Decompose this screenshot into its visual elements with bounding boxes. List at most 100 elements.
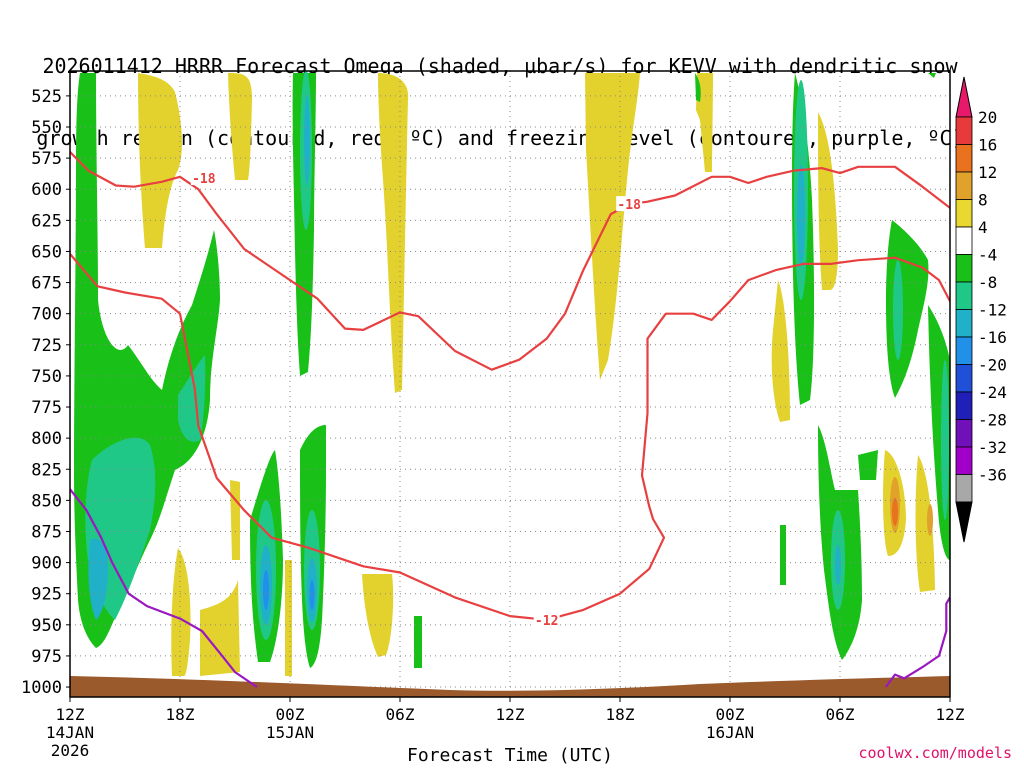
y-tick-label: 775 [31, 398, 62, 418]
omega-negative-area [928, 73, 936, 78]
x-tick-date-label: 16JAN [706, 723, 754, 742]
y-tick-label: 975 [31, 647, 62, 667]
omega-negative-core [88, 538, 108, 620]
colorbar-swatch [955, 171, 973, 200]
x-tick-label: 06Z [826, 705, 855, 724]
omega-positive-area [585, 73, 640, 380]
chart-grid [70, 71, 950, 697]
y-tick-label: 850 [31, 491, 62, 511]
dgz-cold-edge-label: -18 [617, 198, 641, 213]
colorbar-swatch [955, 336, 973, 365]
omega-positive-area [228, 73, 252, 180]
x-tick-label: 12Z [496, 705, 525, 724]
colorbar-swatch [955, 474, 973, 503]
y-tick-label: 550 [31, 118, 62, 138]
y-tick-label: 875 [31, 522, 62, 542]
x-tick-label: 06Z [386, 705, 415, 724]
dgz-warm-edge-label-bg [533, 611, 560, 627]
colorbar-bottom-triangle [955, 501, 973, 543]
y-tick-label: 800 [31, 429, 62, 449]
colorbar-swatch [955, 226, 973, 255]
y-tick-label: 650 [31, 242, 62, 262]
terrain-band [70, 676, 950, 697]
colorbar-swatch [955, 391, 973, 420]
omega-negative-core [304, 95, 310, 185]
y-axis: 525 550 575 600 625 650 675 700 725 750 775 800 825 8… [21, 87, 70, 698]
x-tick-label: 12Z [936, 705, 965, 724]
colorbar-top-triangle [955, 76, 973, 118]
x-axis-label: Forecast Time (UTC) [407, 745, 613, 766]
dgz-warm-edge-label: -12 [535, 614, 558, 629]
y-tick-label: 1000 [21, 678, 62, 698]
omega-negative-area [886, 220, 929, 398]
y-tick-label: 925 [31, 585, 62, 605]
colorbar-swatch [955, 199, 973, 228]
y-tick-label: 600 [31, 180, 62, 200]
colorbar-swatch [955, 364, 973, 393]
y-tick-label: 950 [31, 616, 62, 636]
y-tick-label: 825 [31, 460, 62, 480]
omega-positive-area [915, 455, 935, 592]
chart-title-line-1: 2026011412 HRRR Forecast Omega (shaded, … [42, 54, 958, 78]
colorbar-label: -4 [978, 246, 997, 265]
x-tick-date-label: 15JAN [266, 723, 314, 742]
dgz-warm-edge-line [70, 253, 950, 621]
omega-positive-area [285, 560, 292, 676]
colorbar-label: 16 [978, 136, 997, 155]
colorbar-label: 12 [978, 163, 997, 182]
colorbar-swatch [955, 446, 973, 475]
x-tick-label: 00Z [276, 705, 305, 724]
colorbar-label: 20 [978, 108, 997, 127]
omega-negative-area [414, 616, 422, 668]
colorbar-label: 4 [978, 218, 988, 237]
x-tick-year-label: 2026 [51, 741, 90, 760]
omega-positive-area [200, 580, 240, 676]
y-tick-label: 900 [31, 554, 62, 574]
dgz-cold-edge-label: -18 [192, 172, 216, 187]
omega-negative-area [858, 450, 878, 480]
x-tick-label: 00Z [716, 705, 745, 724]
colorbar-label: -12 [978, 301, 1007, 320]
y-tick-label: 625 [31, 211, 62, 231]
colorbar-swatch [955, 281, 973, 310]
colorbar-label: -20 [978, 356, 1007, 375]
omega-positive-area [771, 280, 790, 422]
y-tick-label: 725 [31, 336, 62, 356]
omega-negative-core [941, 360, 949, 520]
x-tick-date-label: 14JAN [46, 723, 94, 742]
dgz-cold-edge-label-bg [616, 196, 643, 212]
colorbar-swatch [955, 419, 973, 448]
omega-positive-area [362, 574, 394, 657]
y-tick-label: 675 [31, 274, 62, 294]
site-credit[interactable]: coolwx.com/models [858, 744, 1012, 762]
colorbar-label: -24 [978, 383, 1007, 402]
colorbar-swatch [955, 309, 973, 338]
y-tick-label: 750 [31, 367, 62, 387]
x-tick-label: 18Z [606, 705, 635, 724]
colorbar-swatch [955, 116, 973, 145]
colorbar-label: -8 [978, 273, 997, 292]
x-tick-label: 12Z [56, 705, 85, 724]
terrain-ground [70, 676, 950, 697]
colorbar-label: 8 [978, 191, 988, 210]
omega-positive-area [378, 73, 409, 393]
colorbar-swatch [955, 254, 973, 283]
omega-positive-area [171, 548, 191, 676]
colorbar-label: -16 [978, 328, 1007, 347]
x-tick-label: 18Z [166, 705, 195, 724]
dgz-cold-edge-label-bg [190, 170, 217, 186]
omega-negative-area [780, 525, 786, 585]
contour-lines: -12 -18 -18 [70, 151, 950, 688]
omega-positive-core [892, 498, 898, 526]
omega-negative-core [263, 570, 269, 610]
dgz-cold-edge-line [70, 151, 950, 371]
colorbar-label: -32 [978, 438, 1007, 457]
omega-positive-area [818, 112, 838, 290]
colorbar-label: -28 [978, 411, 1007, 430]
freezing-level-west-line [70, 488, 258, 688]
y-tick-label: 700 [31, 305, 62, 325]
omega-positive-core [927, 504, 933, 536]
plot-area: -12 -18 -18 [70, 71, 950, 697]
colorbar: 20 16 12 8 4 -4 -8 -12 -16 -20 -24 -28 -32 -36 [955, 76, 1007, 543]
